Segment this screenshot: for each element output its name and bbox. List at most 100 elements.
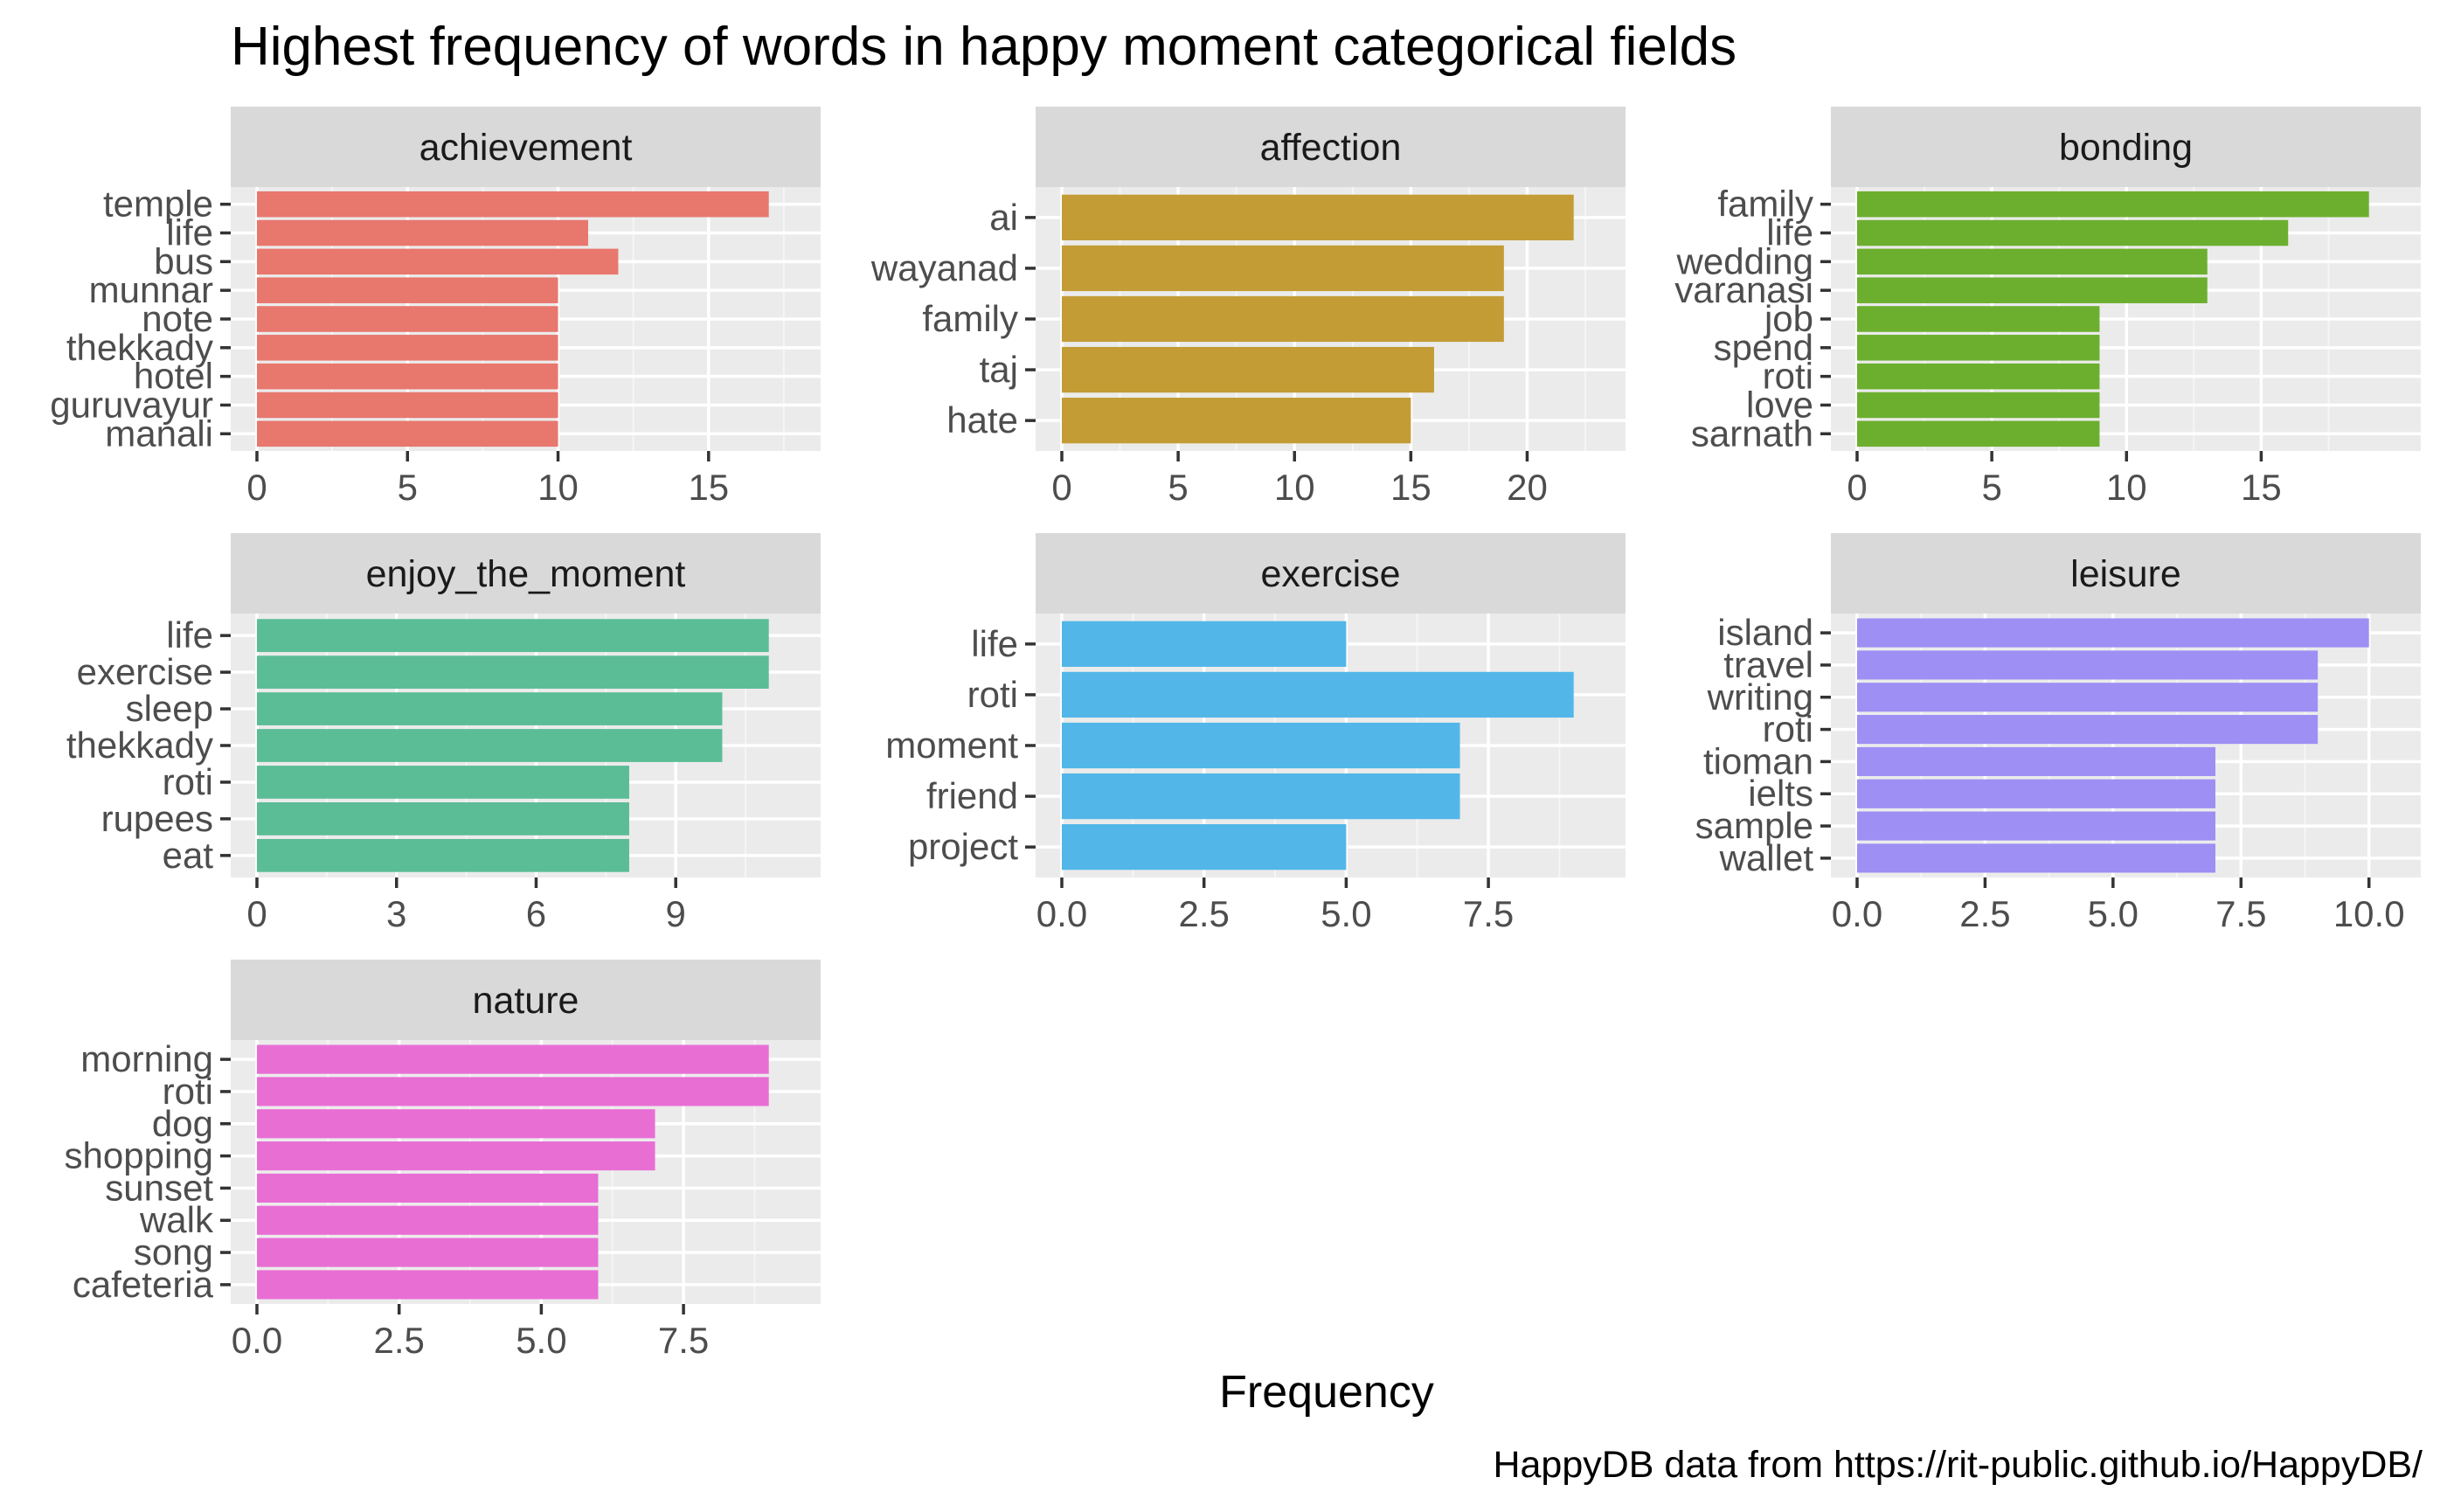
- y-tick-label: friend: [926, 775, 1018, 816]
- y-tick-label: project: [908, 826, 1018, 867]
- facet-strip-label: exercise: [1260, 553, 1400, 595]
- bar-rupees: [257, 802, 629, 836]
- y-tick-label: family: [1717, 184, 1813, 225]
- bar-exercise: [257, 655, 769, 689]
- y-tick-label: roti: [967, 674, 1018, 715]
- bar-walk: [257, 1205, 599, 1235]
- x-tick-label: 10: [537, 467, 579, 508]
- x-tick-label: 7.5: [1463, 893, 1514, 934]
- y-tick-label: dog: [152, 1103, 213, 1144]
- bar-life: [257, 619, 769, 653]
- x-tick-label: 0: [246, 893, 267, 934]
- x-tick-label: 0.0: [232, 1320, 282, 1361]
- x-tick-label: 5: [398, 467, 418, 508]
- x-tick-label: 5.0: [1321, 893, 1371, 934]
- y-tick-label: life: [1766, 212, 1813, 253]
- bar-bus: [257, 248, 619, 275]
- x-tick-label: 2.5: [374, 1320, 425, 1361]
- y-tick-label: life: [971, 623, 1018, 664]
- bar-moment: [1062, 722, 1460, 769]
- bar-dog: [257, 1109, 655, 1139]
- x-tick-label: 5.0: [2088, 893, 2139, 934]
- x-tick-label: 20: [1507, 467, 1548, 508]
- chart-title: Highest frequency of words in happy mome…: [231, 17, 1736, 77]
- y-tick-label: walk: [139, 1199, 214, 1240]
- bar-munnar: [257, 277, 558, 303]
- y-tick-label: roti: [163, 761, 213, 802]
- bar-taj: [1062, 346, 1434, 393]
- bar-life: [1062, 621, 1347, 667]
- bar-sleep: [257, 692, 723, 725]
- facet-strip: [231, 533, 821, 614]
- bar-roti: [257, 766, 629, 799]
- y-tick-label: travel: [1723, 644, 1813, 685]
- bar-job: [1857, 306, 2100, 332]
- bar-writing: [1857, 683, 2319, 712]
- y-tick-label: thekkady: [66, 327, 213, 368]
- bar-sample: [1857, 811, 2215, 841]
- x-tick-label: 10: [1274, 467, 1315, 508]
- facet-panel-nature: nature morningrotidogshoppingsunsetwalkso…: [65, 960, 821, 1361]
- bar-roti: [1062, 671, 1574, 718]
- y-tick-label: life: [166, 614, 213, 655]
- y-tick-label: roti: [163, 1071, 213, 1112]
- bar-family: [1857, 191, 2369, 218]
- x-tick-label: 5: [1168, 467, 1188, 508]
- bar-love: [1857, 392, 2100, 419]
- facet-panel-achievement: achievement templelifebusmunnarnotethekka…: [50, 107, 821, 508]
- y-tick-label: shopping: [65, 1135, 213, 1176]
- facet-panel-exercise: exercise life roti moment friend project 0.0 2.…: [885, 533, 1626, 934]
- bar-family: [1062, 295, 1504, 343]
- y-tick-label: thekkady: [66, 725, 213, 766]
- bar-morning: [257, 1044, 769, 1074]
- facet-strip: [1036, 107, 1626, 187]
- x-tick-label: 2.5: [1179, 893, 1230, 934]
- facet-strip: [1831, 533, 2421, 614]
- facet-strip: [1036, 533, 1626, 614]
- bar-roti: [1857, 363, 2100, 390]
- y-tick-label: song: [134, 1231, 213, 1273]
- facet-strip: [1831, 107, 2421, 187]
- y-tick-label: note: [142, 298, 213, 339]
- bar-wallet: [1857, 843, 2215, 873]
- bar-sunset: [257, 1173, 599, 1203]
- y-tick-label: roti: [1763, 356, 1813, 397]
- facet-panel-leisure: leisure islandtravelwritingrotitiomanielt…: [1695, 533, 2421, 934]
- y-tick-label: munnar: [89, 269, 213, 310]
- x-tick-label: 10: [2106, 467, 2147, 508]
- y-tick-label: wallet: [1719, 837, 1814, 878]
- facet-strip-label: enjoy_the_moment: [366, 553, 686, 595]
- x-tick-label: 5.0: [516, 1320, 566, 1361]
- bar-travel: [1857, 650, 2319, 680]
- bar-wayanad: [1062, 245, 1504, 292]
- x-tick-label: 0: [246, 467, 267, 508]
- bar-spend: [1857, 335, 2100, 361]
- x-axis-label: Frequency: [1219, 1367, 1434, 1418]
- x-tick-label: 15: [1390, 467, 1431, 508]
- x-tick-label: 2.5: [1959, 893, 2010, 934]
- y-tick-label: sunset: [105, 1167, 213, 1208]
- x-tick-label: 0: [1051, 467, 1071, 508]
- bar-roti: [257, 1077, 769, 1106]
- y-tick-label: guruvayur: [50, 384, 213, 425]
- bar-roti: [1857, 715, 2319, 745]
- y-tick-label: wayanad: [870, 247, 1018, 288]
- bar-shopping: [257, 1141, 655, 1171]
- y-tick-label: manali: [105, 413, 213, 454]
- bar-ai: [1062, 194, 1574, 240]
- y-tick-label: hate: [946, 399, 1018, 440]
- y-tick-label: sarnath: [1691, 413, 1813, 454]
- bar-ielts: [1857, 779, 2215, 808]
- bar-island: [1857, 618, 2369, 648]
- bar-wedding: [1857, 248, 2208, 275]
- bar-life: [257, 219, 588, 246]
- bar-guruvayur: [257, 392, 558, 419]
- x-tick-label: 15: [2241, 467, 2282, 508]
- bar-manali: [257, 420, 558, 447]
- bar-hotel: [257, 363, 558, 390]
- bar-note: [257, 306, 558, 332]
- x-tick-label: 5: [1981, 467, 2001, 508]
- bar-sarnath: [1857, 420, 2100, 447]
- y-tick-label: rupees: [101, 798, 213, 839]
